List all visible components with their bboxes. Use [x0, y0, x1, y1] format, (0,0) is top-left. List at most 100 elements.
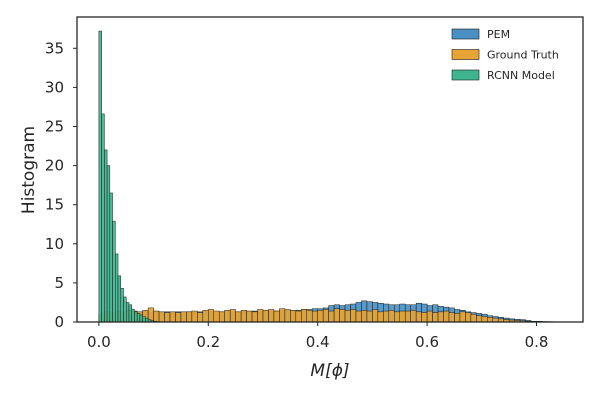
x-tick-label: 0.4	[306, 333, 330, 351]
histogram-bar	[322, 309, 329, 323]
histogram-bar	[262, 310, 269, 323]
histogram-bar	[128, 304, 132, 323]
x-tick-label: 0.8	[525, 333, 549, 351]
histogram-bar	[224, 310, 231, 323]
y-tick-label: 15	[45, 196, 64, 214]
histogram-bar	[235, 311, 242, 323]
histogram-bar	[273, 310, 280, 323]
histogram-bar	[366, 310, 373, 323]
histogram-bar	[268, 309, 275, 323]
histogram-bar	[344, 310, 351, 323]
histogram-bar	[115, 253, 119, 323]
histogram-bar	[404, 310, 411, 323]
histogram-bar	[328, 310, 335, 323]
y-tick-label: 35	[45, 39, 64, 57]
y-tick-label: 10	[45, 235, 64, 253]
histogram-bar	[117, 275, 122, 323]
histogram-bar	[487, 317, 493, 323]
histogram-bar	[350, 309, 357, 323]
legend-label: RCNN Model	[487, 69, 555, 82]
histogram-bar	[295, 310, 302, 323]
histogram-bar	[426, 310, 433, 323]
histogram-bar	[339, 309, 346, 323]
legend: PEM Ground Truth RCNN Model	[451, 28, 559, 82]
histogram-bar	[112, 220, 116, 323]
x-axis-ticks: 0.0 0.2 0.4 0.6 0.8	[87, 322, 548, 351]
histogram-bar	[218, 311, 225, 323]
histogram-bar	[153, 310, 160, 323]
histogram-bar	[394, 311, 400, 323]
histogram-bar	[470, 313, 477, 323]
histogram-bar	[443, 310, 450, 323]
histogram-bar	[284, 309, 291, 323]
y-tick-label: 5	[54, 274, 64, 292]
histogram-bar	[208, 309, 215, 323]
histogram-bar	[98, 30, 102, 323]
histogram-bar	[377, 311, 384, 323]
histogram-bar	[257, 309, 264, 323]
y-tick-label: 30	[45, 78, 64, 96]
histogram-bar	[213, 310, 220, 323]
histogram-bar	[246, 310, 253, 323]
histogram-bar	[131, 309, 135, 323]
histogram-bar	[169, 311, 176, 323]
histogram-bar	[415, 311, 422, 323]
histogram-bar	[317, 310, 324, 323]
histogram-bar	[355, 310, 362, 323]
legend-swatch	[451, 28, 480, 40]
histogram-bar	[454, 313, 461, 323]
histogram-bar	[481, 316, 488, 323]
histogram-bar	[191, 310, 198, 323]
histogram-bar	[251, 311, 258, 323]
histogram-bar	[290, 310, 297, 323]
histogram-bar	[142, 316, 146, 323]
y-tick-label: 20	[45, 157, 64, 175]
histogram-bar	[186, 311, 193, 323]
histogram-bar	[139, 314, 143, 323]
histogram-bar	[383, 310, 390, 323]
histogram-bar	[240, 310, 247, 323]
histogram-bar	[120, 288, 124, 323]
histogram-bar	[279, 308, 286, 323]
histogram-bar	[134, 311, 138, 323]
histogram-bar	[432, 312, 439, 323]
histogram-bar	[465, 312, 472, 323]
histogram-bar	[197, 312, 204, 323]
histogram-bar	[202, 310, 209, 323]
histogram-bar	[180, 311, 187, 323]
legend-label: PEM	[487, 28, 510, 41]
legend-label: Ground Truth	[487, 49, 559, 62]
histogram-bar	[459, 311, 466, 323]
histogram-bar	[306, 310, 313, 323]
y-tick-label: 25	[45, 117, 64, 135]
histogram-bar	[101, 113, 105, 323]
x-axis-title: M[ϕ]	[310, 361, 349, 381]
histogram-bar	[388, 310, 395, 323]
histogram-bar	[125, 302, 130, 323]
histogram-bar	[421, 312, 428, 323]
x-tick-label: 0.0	[87, 333, 111, 351]
legend-swatch	[451, 49, 480, 60]
histogram-bar	[301, 309, 307, 323]
histogram-bar	[104, 149, 108, 323]
histogram-bar	[164, 312, 171, 323]
plot-background	[77, 17, 583, 322]
x-tick-label: 0.6	[415, 333, 439, 351]
histogram-bar	[372, 309, 379, 323]
histogram-bar	[106, 165, 111, 323]
histogram-bar	[311, 310, 318, 323]
histogram-bar	[476, 315, 483, 323]
histogram-bar	[175, 312, 182, 323]
histogram-bar	[158, 311, 165, 323]
histogram-bar	[109, 192, 113, 323]
histogram-bar	[123, 296, 127, 323]
legend-swatch	[451, 69, 480, 81]
y-axis-title: Histogram	[19, 126, 39, 214]
histogram-bar	[333, 308, 340, 323]
histogram-bar	[136, 313, 141, 323]
histogram-bar	[361, 310, 368, 323]
histogram-bar	[229, 309, 236, 323]
y-axis-ticks: 0 5 10 15 20 25 30 35	[45, 39, 77, 331]
histogram-bar	[399, 310, 406, 323]
